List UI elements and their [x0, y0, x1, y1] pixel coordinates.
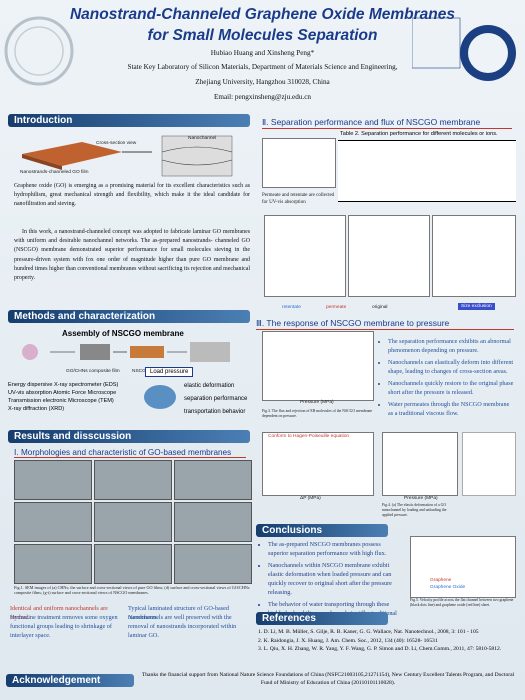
outcome: separation performance	[184, 396, 248, 402]
data-table	[338, 140, 516, 202]
technique: Energy dispersive X-ray spectrometer (ED…	[8, 382, 119, 388]
university-logo-left	[4, 16, 74, 86]
reference: 2. K. Raidongia, J. X. Huang, J. Am. Che…	[258, 637, 438, 644]
affiliation: State Key Laboratory of Silicon Material…	[127, 63, 398, 71]
figure-note: Permeate and retentate are collected for…	[262, 193, 335, 205]
sem-image	[94, 460, 172, 500]
title-line: for Small Molecules Separation	[147, 27, 378, 44]
reference: 3. L. Qiu, X. H. Zhang, W. R. Yang, Y. F…	[258, 646, 502, 653]
schematic	[462, 432, 516, 496]
figure-label: Nanostrands-channeled GO film	[20, 170, 89, 175]
plot	[410, 536, 516, 598]
figure-caption: Fig.1. SEM images of (a) CHNs; the surfa…	[14, 585, 250, 596]
sem-image	[94, 502, 172, 542]
axis-label: Pressure (MPa)	[300, 400, 334, 405]
section3-bullets: The separation performance exhibits an a…	[378, 337, 516, 421]
subheading: Assembly of NSCGO membrane	[62, 329, 184, 338]
title-line: Nanostrand-Channeled Graphene Oxide Memb…	[69, 6, 455, 23]
authors: Hubiao Huang and Xinsheng Peng*	[210, 49, 315, 57]
section-header: Results and disscussion	[8, 430, 250, 443]
section-header: Methods and characterization	[8, 310, 250, 323]
table-title: Table 2. Separation performance for diff…	[340, 131, 498, 137]
plot	[264, 215, 346, 297]
section-header: Acknowledgement	[6, 674, 134, 687]
subheading: Ⅰ. Morphologies and characteristic of GO…	[14, 447, 246, 458]
highlight-label: Size exclusion	[458, 303, 495, 310]
section-header: Ⅲ. The response of NSCGO membrane to pre…	[256, 318, 514, 330]
plot	[262, 432, 374, 496]
assembly-figure	[22, 342, 230, 362]
email: Email: pengxinsheng@zju.edu.cn	[213, 93, 312, 101]
intro-figure	[22, 135, 233, 177]
result-bullet: Hydrazine treatment removes some oxygen …	[10, 614, 118, 639]
sem-image	[94, 544, 172, 584]
section-header: References	[256, 612, 388, 625]
bullet: Nanochannels quickly restore to the orig…	[388, 379, 516, 397]
result-bullet: Typical laminated structure of GO-based …	[128, 605, 229, 621]
sem-image	[14, 544, 92, 584]
figure-label: GO/CHNs composite film	[66, 369, 120, 374]
section-header: Conclusions	[256, 524, 388, 537]
figure-label: Cross-section view	[96, 141, 137, 146]
outcome: elastic deformation	[184, 383, 235, 389]
axis-label: ΔP (MPa)	[300, 496, 321, 501]
bullet: Nanochannels can elastically deform into…	[388, 358, 516, 376]
sem-image	[174, 544, 252, 584]
outcome: transportation behavior	[184, 409, 246, 415]
legend-entry: Graphene Oxide	[430, 585, 466, 590]
axis-label: Pressure (MPa)	[404, 496, 438, 501]
legend-entry: Graphene	[430, 578, 452, 583]
figure-caption: Fig.5. Velocity profile across the flat …	[410, 598, 514, 607]
figure-label: Nanochannel	[188, 136, 217, 141]
technique: UV-vis absorption Atomic Force Microscop…	[8, 390, 117, 396]
sem-grid	[14, 460, 252, 584]
figure-caption: Fig.3. The flux and rejection of EB mole…	[262, 409, 373, 418]
bullet: The separation performance exhibits an a…	[388, 337, 516, 355]
technique: X-ray diffraction (XRD)	[8, 406, 65, 412]
section-header: Ⅱ. Separation performance and flux of NS…	[262, 117, 512, 129]
sem-image	[14, 502, 92, 542]
intro-paragraph: In this work, a nanostrand-channeled con…	[14, 229, 250, 282]
legend-entry: original	[372, 305, 388, 310]
result-bullet: Nanochannels are well preserved with the…	[128, 614, 237, 639]
bullet: Water permeates through the NSCGO membra…	[388, 400, 516, 418]
sem-image	[174, 460, 252, 500]
legend-entry: retentate	[282, 305, 301, 310]
plot	[432, 215, 516, 297]
reference: 1. D. Li, M. B. Müller, S. Gilje, R. B. …	[258, 629, 479, 635]
result-bullet: Identical and uniform nanochannels are f…	[10, 605, 108, 621]
sem-image	[14, 460, 92, 500]
technique-list: Energy dispersive X-ray spectrometer (ED…	[8, 381, 128, 413]
load-pressure-label: Load pressure	[145, 367, 194, 377]
section-header: Introduction	[8, 114, 250, 127]
university-logo-right	[412, 17, 516, 81]
technique: Transmission electronic Microscope (TEM)	[8, 398, 114, 404]
permeation-diagram	[262, 138, 336, 188]
plot	[382, 432, 458, 496]
outcome-list: elastic deformation separation performan…	[184, 380, 247, 419]
intro-paragraph: Graphene oxide (GO) is emerging as a pro…	[14, 183, 250, 208]
figure-caption: Fig.4. (a) The elastic deformation of a …	[382, 503, 447, 517]
address: Zhejiang University, Hangzhou 310028, Ch…	[195, 78, 330, 86]
nanochannel-icon	[144, 385, 176, 409]
plot-annotation: Conform to Hagen-Poiseuille equation	[268, 434, 350, 439]
plot	[348, 215, 430, 297]
reference-list: 1. D. Li, M. B. Müller, S. Gilje, R. B. …	[258, 628, 518, 654]
sem-image	[174, 502, 252, 542]
conclusion: Nanochannels within NSCGO membrane exhib…	[268, 561, 400, 597]
legend-entry: permeate	[326, 305, 347, 310]
acknowledgement-text: Thanks the financial support from Nation…	[141, 672, 515, 686]
conclusion: The as-prepared NSCGO membranes possess …	[268, 540, 400, 558]
plot	[262, 331, 374, 401]
